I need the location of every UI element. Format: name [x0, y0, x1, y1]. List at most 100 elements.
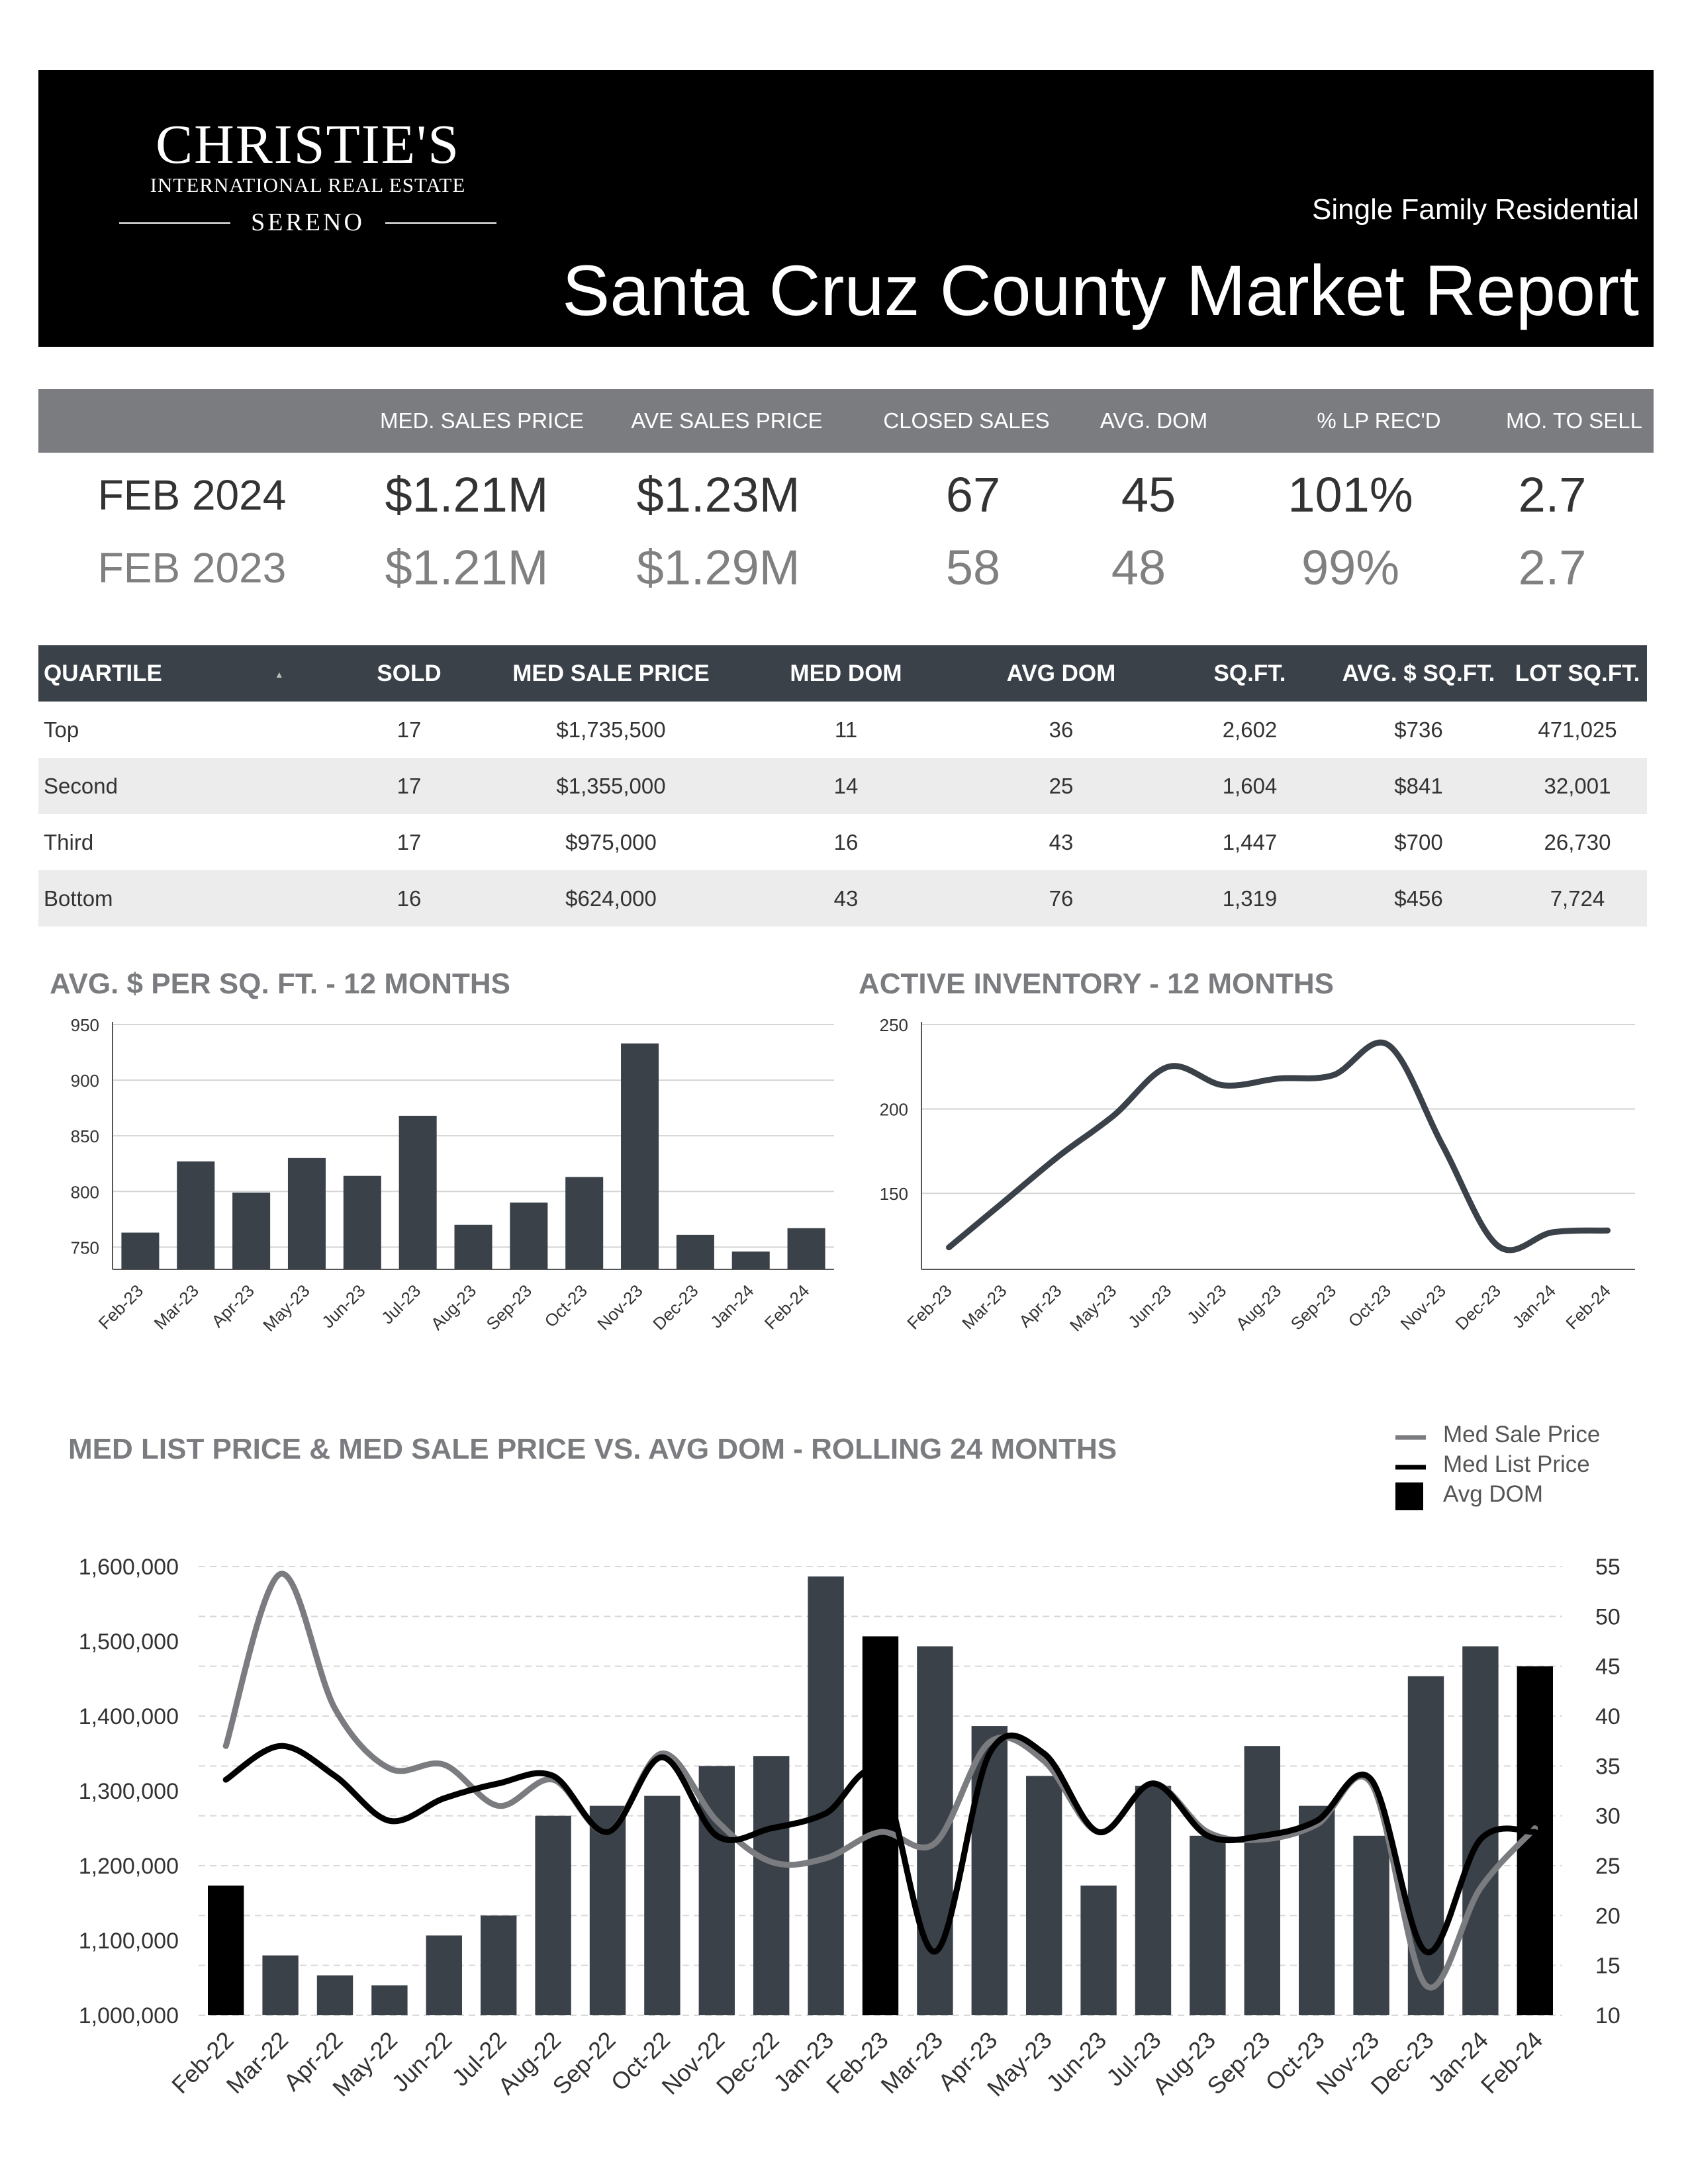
report-header: CHRISTIE'S INTERNATIONAL REAL ESTATE SER… [38, 70, 1654, 347]
y-left-tick-label: 1,600,000 [79, 1555, 179, 1580]
cell-med-dom: 43 [740, 870, 952, 927]
cell-avg-per-sqft: $700 [1394, 829, 1443, 854]
dom-bar [644, 1796, 680, 2015]
summary-header-bar: MED. SALES PRICE AVE SALES PRICE CLOSED … [38, 389, 1654, 453]
cell-avg-dom: 25 [952, 758, 1170, 814]
cell-avg-per-sqft: $841 [1329, 758, 1508, 814]
dom-bar [316, 1975, 353, 2015]
dom-bar [371, 1985, 408, 2015]
y-tick-label: 900 [71, 1071, 99, 1091]
x-tick-label: Jan-24 [706, 1281, 757, 1332]
dom-bar [971, 1726, 1008, 2015]
chart-title-active-inventory: ACTIVE INVENTORY - 12 MONTHS [859, 968, 1334, 1000]
x-tick-label: Nov-22 [656, 2026, 729, 2100]
cell-sold: 17 [397, 829, 422, 854]
bar [121, 1232, 160, 1269]
x-tick-label: Jan-24 [1508, 1281, 1559, 1332]
summary-value: 2.7 [1518, 467, 1587, 522]
y-right-tick-label: 40 [1595, 1704, 1620, 1729]
y-right-tick-label: 55 [1595, 1555, 1620, 1580]
x-tick-label: Mar-22 [221, 2026, 294, 2099]
cell-avg-dom: 43 [1049, 829, 1074, 854]
legend-swatch-med-list-price [1395, 1465, 1426, 1470]
cell-med-sale-price: $1,355,000 [482, 758, 740, 814]
dom-bar [1517, 1666, 1553, 2015]
header-quartile[interactable]: QUARTILE ▲ [38, 645, 336, 702]
summary-col-ave-sales-price: AVE SALES PRICE [631, 408, 823, 433]
med-sale-price-line [222, 1570, 1538, 1991]
header-med-dom[interactable]: MED DOM [740, 645, 952, 702]
y-left-tick-label: 1,200,000 [79, 1854, 179, 1879]
x-tick-label: Apr-22 [278, 2026, 348, 2096]
x-tick-label: Jul-23 [1101, 2026, 1166, 2091]
x-tick-label: Feb-24 [761, 1281, 813, 1333]
y-tick-label: 750 [71, 1238, 99, 1257]
legend-swatch-med-sale-price [1395, 1435, 1426, 1440]
dom-bar [481, 1915, 517, 2015]
bar [510, 1203, 548, 1269]
sort-up-icon[interactable]: ▲ [274, 669, 284, 680]
y-left-tick-label: 1,000,000 [79, 2003, 179, 2028]
header-med-sale-price[interactable]: MED SALE PRICE [482, 645, 740, 702]
cell-sqft: 1,604 [1170, 758, 1329, 814]
inventory-line [946, 1039, 1611, 1253]
bar [731, 1251, 770, 1269]
summary-value: 48 [1111, 540, 1166, 595]
bar [399, 1115, 437, 1269]
x-tick-label: Feb-23 [903, 1281, 955, 1333]
x-tick-label: Apr-23 [207, 1281, 258, 1331]
summary-value: $1.23M [636, 467, 800, 522]
x-tick-label: Oct-23 [1344, 1281, 1395, 1331]
x-tick-label: May-22 [327, 2026, 402, 2102]
x-tick-label: Dec-22 [711, 2026, 784, 2100]
x-tick-label: Jul-23 [377, 1281, 424, 1328]
summary-row-label: FEB 2024 [97, 471, 287, 519]
cell-avg-per-sqft: $456 [1329, 870, 1508, 927]
bar [343, 1175, 381, 1269]
header-sqft[interactable]: SQ.FT. [1170, 645, 1329, 702]
y-right-tick-label: 35 [1595, 1754, 1620, 1779]
cell-med-sale-price: $975,000 [565, 829, 657, 854]
x-tick-label: May-23 [1066, 1281, 1121, 1336]
x-tick-label: Jun-23 [318, 1281, 369, 1332]
table-row: Top 17 $1,735,500 11 36 2,602 $736 471,0… [38, 702, 1647, 758]
cell-med-sale-price: $624,000 [482, 870, 740, 927]
summary-col-closed-sales: CLOSED SALES [883, 408, 1050, 433]
x-tick-label: Jul-22 [447, 2026, 512, 2091]
header-sold[interactable]: SOLD [336, 645, 482, 702]
y-right-tick-label: 45 [1595, 1655, 1620, 1680]
summary-col-lp-recd: % LP REC'D [1317, 408, 1441, 433]
christies-logo: CHRISTIE'S INTERNATIONAL REAL ESTATE SER… [119, 114, 496, 236]
table-row: Second 17 $1,355,000 14 25 1,604 $841 32… [38, 758, 1647, 814]
dom-bar [1462, 1646, 1499, 2015]
x-tick-label: Oct-23 [1260, 2026, 1329, 2096]
cell-sold: 17 [336, 758, 482, 814]
header-avg-per-sqft[interactable]: AVG. $ SQ.FT. [1329, 645, 1508, 702]
chart-title-price-per-sqft: AVG. $ PER SQ. FT. - 12 MONTHS [50, 968, 510, 1000]
summary-value: 101% [1288, 467, 1413, 522]
summary-value: $1.21M [385, 467, 549, 522]
x-tick-label: May-23 [982, 2026, 1057, 2102]
y-tick-label: 200 [880, 1100, 908, 1120]
y-tick-label: 850 [71, 1126, 99, 1146]
x-tick-label: Aug-23 [1147, 2026, 1221, 2100]
x-tick-label: Feb-23 [95, 1281, 147, 1333]
dom-bar [1135, 1786, 1172, 2015]
logo-office: SERENO [251, 208, 365, 236]
y-right-tick-label: 20 [1595, 1903, 1620, 1929]
logo-brand: CHRISTIE'S [156, 114, 460, 175]
x-tick-label: Sep-23 [1287, 1281, 1340, 1334]
dom-bar [1353, 1835, 1389, 2015]
header-lot-sqft[interactable]: LOT SQ.FT. [1508, 645, 1647, 702]
dom-bar [698, 1766, 735, 2015]
x-tick-label: Feb-23 [821, 2026, 894, 2099]
dom-bar [589, 1805, 626, 2015]
header-avg-dom[interactable]: AVG DOM [952, 645, 1170, 702]
x-tick-label: Feb-22 [166, 2026, 239, 2099]
dom-bar [535, 1815, 571, 2015]
y-right-tick-label: 25 [1595, 1854, 1620, 1879]
cell-lot-sqft: 471,025 [1538, 717, 1617, 742]
table-row: Bottom 16 $624,000 43 76 1,319 $456 7,72… [38, 870, 1647, 927]
dom-bar [862, 1636, 899, 2015]
dom-bar [917, 1646, 953, 2015]
